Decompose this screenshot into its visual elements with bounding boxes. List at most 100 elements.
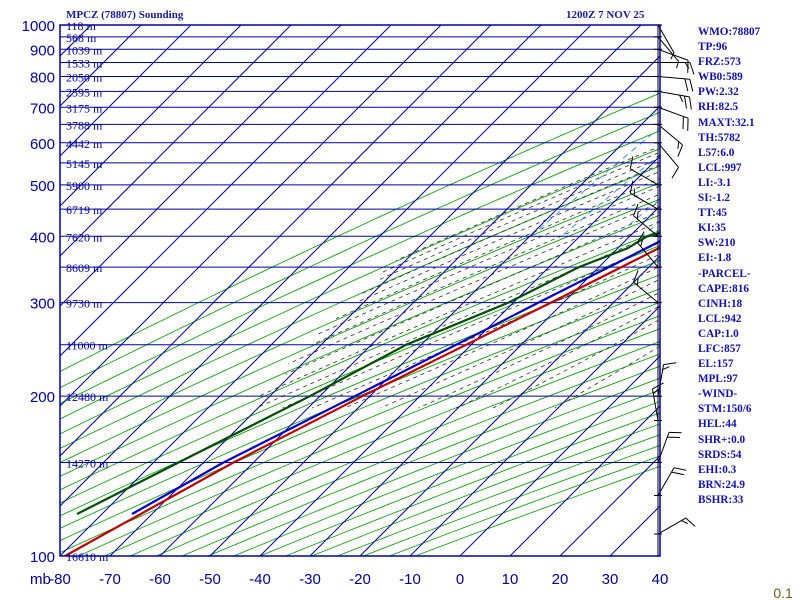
wind-barb-flag [684,78,689,92]
pressure-tick-label: 500 [30,178,55,195]
index-item: LCL:997 [698,161,742,174]
height-label: 8609 m [66,261,103,275]
wind-barb-flag [689,62,695,75]
dry-adiabat [60,230,660,491]
height-label: 9730 m [66,297,103,311]
wind-barb-flag [671,471,684,476]
index-item: EHI:0.3 [698,463,737,476]
isotherm [60,25,492,457]
isotherm [109,25,642,556]
wind-barb-flag [636,278,639,286]
dry-adiabat [60,301,660,554]
wind-barb-flag [673,467,687,471]
index-item: TP:96 [698,41,728,54]
height-label: 4442 m [66,137,103,151]
wind-barb-flag [684,62,690,69]
height-label: 568 m [66,31,97,45]
height-label: 11000 m [66,339,109,353]
dry-adiabat [60,288,660,542]
wind-barb-flag [652,388,659,395]
stability-indices-list: WMO:78807 TP:96 FRZ:573 WB0:589 PW:2.32 RH:82… [698,25,760,508]
wind-barb-staff [657,364,665,397]
temperature-tick-label: -80 [49,571,71,588]
mixing-ratio-line [782,14,800,237]
wind-barb-flag [670,52,675,60]
dry-adiabat [60,182,660,449]
wind-barb-staff [637,242,659,268]
dry-adiabat [60,259,660,517]
pressure-tick-label: 800 [30,69,55,86]
isotherm [509,405,660,556]
index-item: HEL:44 [698,418,737,431]
wind-barb-staff [657,106,689,119]
series-line-dewpoint [76,232,660,515]
pressure-tick-label: 400 [30,229,55,246]
isotherm [259,155,660,556]
index-item: TH:5782 [698,131,741,144]
index-item: EI:-1.8 [698,252,732,265]
height-label: 118 m [66,19,97,33]
temperature-tick-label: -40 [249,571,271,588]
isotherm [60,25,192,157]
dry-adiabat [104,328,660,556]
dry-adiabat [60,245,660,504]
chart-title: MPCZ (78807) Sounding [66,9,184,21]
dry-adiabat [60,148,660,420]
wind-barb-flag [689,79,694,92]
pressure-tick-label: 200 [30,389,55,406]
index-item: MPL:97 [698,373,738,386]
chart-valid-time: 1200Z 7 NOV 25 [566,9,645,21]
wind-barb-flag [684,95,687,109]
wind-barb-flag [652,382,664,390]
index-item: -WIND- [698,388,738,401]
wind-barb-flag [636,211,639,220]
wind-barb-staff [630,168,659,186]
index-item: BRN:24.9 [698,478,745,491]
wind-barb-flag [629,180,634,194]
index-item: CAPE:816 [698,282,749,295]
height-label: 14270 m [66,456,109,470]
isotherm [159,55,660,556]
pressure-tick-label: 600 [30,136,55,153]
temperature-tick-label: -30 [299,571,321,588]
pressure-tick-label: 700 [30,100,55,117]
wind-barb [629,180,662,210]
temperature-tick-label: 40 [652,571,669,588]
isotherm [60,25,292,257]
height-label: 12480 m [66,390,109,404]
dry-adiabat [60,214,660,477]
series-line-parcel [131,239,660,515]
index-item: CAP:1.0 [698,327,739,340]
temperature-tick-label: 0 [456,571,464,588]
wind-barb-flag [671,167,679,179]
moist-adiabat [285,211,660,375]
isotherm [559,455,660,556]
index-item: -PARCEL- [698,267,751,280]
height-label: 6719 m [66,203,103,217]
index-item: SHR+:0.0 [698,433,746,446]
pressure-tick-label: 300 [30,296,55,313]
index-item: LFC:857 [698,342,741,355]
height-label: 2595 m [66,85,103,99]
wind-barb-flag [663,362,677,366]
wind-barb-staff [633,215,659,237]
pressure-tick-label: 100 [30,549,55,566]
index-item: SW:210 [698,237,736,250]
wind-barb-flag [685,517,696,527]
wind-barb [654,90,692,110]
index-item: WMO:78807 [698,26,761,38]
index-item: BSHR:33 [698,493,744,506]
temperature-tick-label: 20 [552,571,569,588]
dry-adiabat [60,165,660,435]
isotherm [60,25,242,207]
dry-adiabat [60,111,660,389]
wind-barb-staff [657,90,690,98]
pressure-tick-label: 1000 [22,18,55,35]
isotherm [60,25,592,556]
wind-barb-staff [657,75,690,80]
isotherm [459,355,660,556]
dry-adiabat [60,274,660,529]
height-label: 1039 m [66,43,103,57]
isotherm [760,25,800,556]
